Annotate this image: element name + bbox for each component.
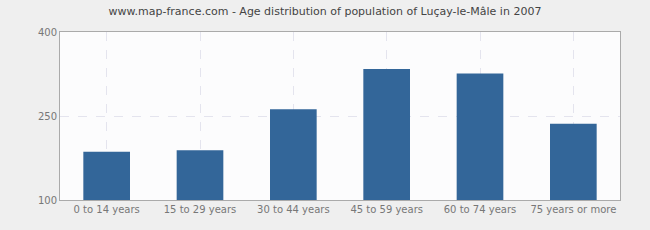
svg-text:45 to 59 years: 45 to 59 years [350,204,423,215]
svg-text:15 to 29 years: 15 to 29 years [164,204,237,215]
svg-text:www.map-france.com - Age distr: www.map-france.com - Age distribution of… [109,5,542,18]
svg-text:250: 250 [38,111,57,122]
svg-text:60 to 74 years: 60 to 74 years [444,204,517,215]
svg-text:30 to 44 years: 30 to 44 years [257,204,330,215]
svg-text:100: 100 [38,195,57,206]
svg-text:0 to 14 years: 0 to 14 years [74,204,140,215]
svg-text:75 years or more: 75 years or more [530,204,616,215]
svg-text:400: 400 [38,27,57,38]
